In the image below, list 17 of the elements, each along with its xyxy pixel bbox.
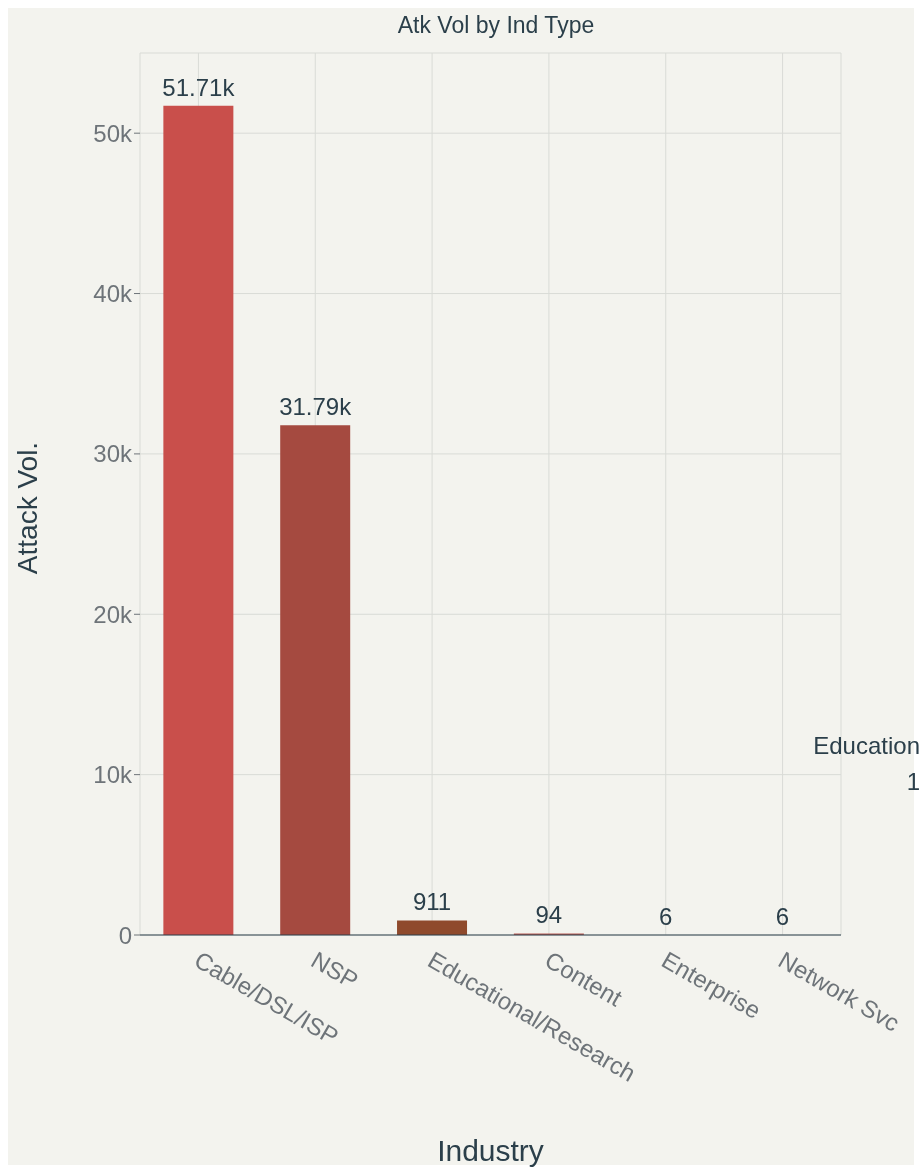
annotation: Education <box>813 731 920 761</box>
data-label: 911 <box>412 888 452 916</box>
y-tick-label: 30k <box>93 440 133 468</box>
x-axis-title: Industry <box>436 1134 545 1168</box>
chart-title: Atk Vol by Ind Type <box>396 12 596 39</box>
y-tick-label: 10k <box>93 761 133 789</box>
data-label: 6 <box>775 902 790 930</box>
data-label: 94 <box>535 901 563 929</box>
data-label: 6 <box>659 902 673 930</box>
data-label: 31.79k <box>279 393 353 421</box>
y-tick-label: 40k <box>93 280 133 308</box>
y-axis-title: Attack Vol. <box>12 441 44 575</box>
data-label: 51.71k <box>162 73 236 101</box>
y-tick-label: 50k <box>93 119 133 147</box>
y-tick-label: 20k <box>93 600 133 628</box>
y-tick-label: 0 <box>118 921 132 949</box>
text: 1 <box>905 767 920 797</box>
